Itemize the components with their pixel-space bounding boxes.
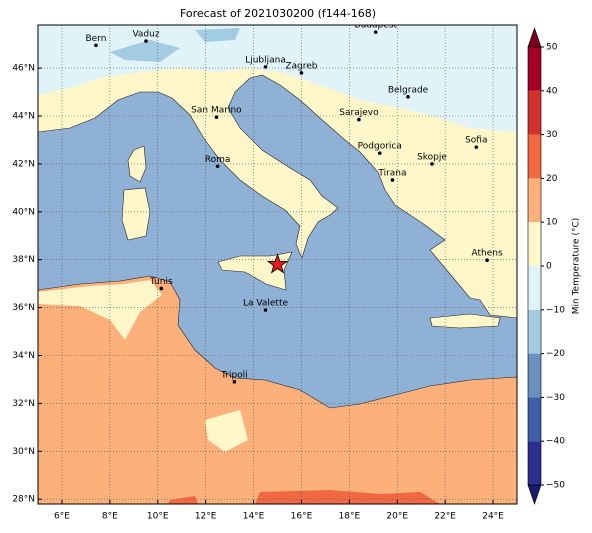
- city-dot: [299, 71, 304, 75]
- africa-cool-patch: [205, 410, 248, 452]
- colorbar-bin: [528, 222, 541, 266]
- colorbar-tick-label: −30: [546, 393, 565, 403]
- city-dot: [144, 39, 148, 43]
- colorbar-bin: [528, 266, 541, 310]
- colorbar-bin: [528, 178, 541, 223]
- title: Forecast of 2021030200 (f144-168): [180, 7, 376, 20]
- city-dot: [430, 162, 434, 166]
- x-tick-label: 8°E: [102, 512, 118, 522]
- colorbar-tick-label: 0: [546, 262, 552, 272]
- city-label: Athens: [471, 249, 502, 259]
- y-tick-label: 36°N: [12, 303, 35, 313]
- x-tick-label: 10°E: [147, 512, 169, 522]
- colorbar-tick-label: −40: [546, 437, 565, 447]
- colorbar-bin: [528, 353, 541, 398]
- city-dot: [94, 43, 98, 48]
- city-label: Sarajevo: [339, 108, 379, 118]
- city-dot: [377, 151, 382, 155]
- x-tick-label: 12°E: [195, 512, 217, 522]
- x-tick-label: 16°E: [291, 512, 313, 522]
- colorbar-tick-label: 50: [546, 43, 558, 53]
- x-tick-label: 20°E: [386, 512, 408, 522]
- city-label: Tirana: [377, 168, 406, 178]
- y-tick-label: 46°N: [12, 64, 35, 74]
- city-label: Ljubljana: [245, 55, 286, 65]
- y-tick-label: 40°N: [12, 207, 35, 217]
- city-label: Sofia: [465, 136, 487, 146]
- city-dot: [406, 95, 410, 99]
- city-label: Podgorica: [358, 142, 402, 152]
- city-dot: [357, 117, 361, 122]
- city-dot: [214, 115, 219, 120]
- city-label: Tunis: [149, 277, 173, 287]
- colorbar-bin: [528, 134, 541, 179]
- city-dot: [474, 145, 479, 149]
- africa-warm-patch: [168, 496, 198, 504]
- city-label: Vaduz: [132, 30, 159, 40]
- y-tick-label: 34°N: [12, 351, 35, 361]
- alps-patch: [110, 40, 180, 62]
- city-dot: [215, 164, 220, 169]
- y-tick-label: 32°N: [12, 399, 35, 409]
- y-tick-label: 38°N: [12, 255, 35, 265]
- colorbar-label: Min Temperature (°C): [572, 218, 582, 315]
- star-marker: [266, 253, 289, 274]
- sardinia: [121, 187, 151, 241]
- crete: [429, 313, 501, 329]
- city-label: Roma: [205, 155, 231, 165]
- land-africa: [38, 275, 517, 504]
- x-tick-label: 14°E: [243, 512, 265, 522]
- city-label: Bern: [85, 34, 106, 44]
- colorbar-bin: [528, 397, 541, 442]
- y-tick-label: 44°N: [12, 112, 35, 122]
- africa-cool-patch: [38, 280, 162, 340]
- city-label: Zagreb: [285, 61, 317, 71]
- city-label: San Marino: [191, 106, 242, 116]
- y-tick-label: 30°N: [12, 447, 35, 457]
- x-tick-label: 22°E: [434, 512, 456, 522]
- city-dot: [232, 380, 237, 384]
- map-frame: [37, 24, 518, 505]
- city-label: Belgrade: [388, 85, 429, 95]
- colorbar-tick-label: −10: [546, 305, 565, 315]
- city-dot: [159, 286, 164, 291]
- city-label: Tripoli: [220, 370, 248, 380]
- colorbar-tick-label: 30: [546, 130, 558, 140]
- colorbar-tick-label: 40: [546, 86, 558, 96]
- city-label: La Valette: [243, 299, 288, 309]
- city-label: Budapest: [354, 21, 397, 31]
- colorbar-under: [527, 484, 542, 505]
- city-dot: [263, 308, 268, 312]
- colorbar-bin: [528, 441, 541, 485]
- city-dot: [485, 258, 489, 262]
- city-dot: [373, 30, 378, 34]
- colorbar-bin: [528, 90, 541, 135]
- alps-patch: [195, 28, 240, 42]
- colorbar-bin: [528, 309, 541, 354]
- colorbar-over: [527, 27, 542, 48]
- colorbar-tick-label: −50: [546, 481, 565, 491]
- colorbar-tick-label: 20: [546, 174, 558, 184]
- city-dot: [263, 65, 268, 69]
- colorbar-tick-label: −20: [546, 349, 565, 359]
- city-dot: [390, 178, 395, 182]
- y-tick-label: 42°N: [12, 159, 35, 169]
- x-tick-label: 24°E: [482, 512, 504, 522]
- x-tick-label: 18°E: [339, 512, 361, 522]
- colorbar-tick-label: 10: [546, 218, 558, 228]
- city-label: Skopje: [417, 152, 447, 162]
- x-tick-label: 6°E: [54, 512, 70, 522]
- colorbar-bin: [528, 47, 541, 91]
- y-tick-label: 28°N: [12, 495, 35, 505]
